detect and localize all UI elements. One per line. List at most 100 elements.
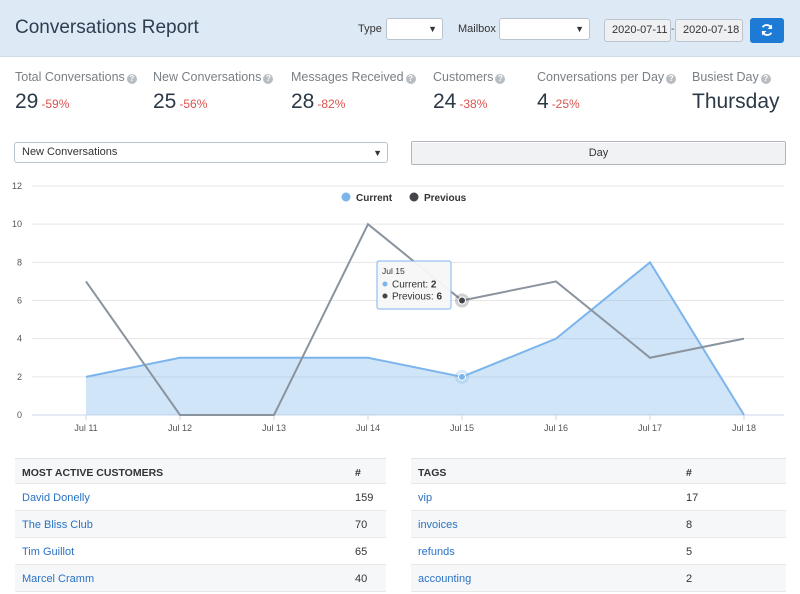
x-tick-label: Jul 15 (450, 423, 474, 433)
help-icon[interactable]: ? (405, 74, 416, 84)
y-tick-label: 0 (17, 410, 22, 420)
period-day-button[interactable]: Day (411, 141, 786, 165)
stat-value: 25 (153, 90, 177, 113)
chevron-down-icon: ▼ (575, 24, 584, 34)
legend-marker (341, 192, 351, 202)
table-row: Tim Guillot 65 (15, 538, 386, 565)
column-header-name: MOST ACTIVE CUSTOMERS (22, 467, 164, 479)
help-icon[interactable]: ? (666, 74, 677, 84)
stat-change: -38% (459, 97, 488, 111)
tooltip-marker (382, 293, 388, 299)
help-icon[interactable]: ? (263, 74, 274, 84)
table-header: TAGS # (411, 458, 786, 484)
help-icon[interactable]: ? (495, 74, 506, 84)
help-icon[interactable]: ? (126, 74, 137, 84)
stat-change: -59% (41, 97, 70, 111)
tooltip-box (376, 260, 452, 310)
tag-link[interactable]: vip (418, 492, 433, 504)
stat-value: Thursday (692, 90, 780, 113)
stat-new-conversations: New Conversations? 25 -56% (153, 70, 274, 113)
series-area-current (86, 262, 744, 415)
stat-value: 29 (15, 90, 39, 113)
most-active-customers-table: MOST ACTIVE CUSTOMERS # David Donelly 15… (15, 458, 386, 592)
stat-label: Conversations per Day (537, 70, 665, 84)
column-header-count: # (355, 467, 361, 479)
page-title: Conversations Report (15, 17, 199, 38)
y-tick-label: 4 (17, 334, 22, 344)
tag-link[interactable]: accounting (418, 573, 472, 585)
x-tick-label: Jul 18 (732, 423, 756, 433)
tag-count: 2 (686, 573, 693, 585)
table-header: MOST ACTIVE CUSTOMERS # (15, 458, 386, 484)
customer-link[interactable]: The Bliss Club (22, 519, 93, 531)
customer-count: 40 (355, 573, 368, 585)
date-separator: - (671, 23, 675, 35)
date-from-input[interactable]: 2020-07-11 (604, 19, 671, 42)
stat-customers: Customers? 24 -38% (433, 70, 506, 113)
column-header-count: # (686, 467, 692, 479)
stat-total-conversations: Total Conversations? 29 -59% (15, 70, 137, 113)
legend-label: Current (356, 193, 393, 204)
chevron-down-icon: ▼ (428, 24, 437, 34)
stat-label: Busiest Day (692, 70, 759, 84)
stat-busiest-day: Busiest Day? Thursday (692, 70, 780, 113)
report-header: Conversations Report Type ▼ Mailbox ▼ 20… (0, 0, 800, 57)
y-tick-label: 6 (17, 296, 22, 306)
series-line-current (85, 260, 745, 416)
customer-link[interactable]: Marcel Cramm (22, 573, 95, 585)
conversations-chart: 0 2 4 6 8 10 12 Jul 11 Jul 12 Jul 13 Jul 14 Jul 15 J… (12, 181, 784, 433)
stat-value: 24 (433, 90, 457, 113)
refresh-button[interactable] (750, 18, 784, 43)
date-to-input[interactable]: 2020-07-18 (675, 19, 743, 42)
stat-change: -56% (179, 97, 208, 111)
tag-link[interactable]: refunds (418, 546, 455, 558)
y-tick-label: 10 (12, 219, 22, 229)
type-label: Type (358, 23, 382, 35)
legend-marker (409, 192, 419, 202)
type-select[interactable]: ▼ (386, 18, 443, 40)
help-icon[interactable]: ? (760, 74, 771, 84)
mailbox-label: Mailbox (458, 23, 496, 35)
stat-value: 4 (537, 90, 549, 113)
table-row: refunds 5 (411, 538, 786, 565)
customer-count: 70 (355, 519, 368, 531)
y-tick-label: 12 (12, 181, 22, 191)
stat-label: Customers (433, 70, 494, 84)
customer-count: 159 (355, 492, 374, 504)
metric-select[interactable]: New Conversations ▼ (14, 142, 388, 163)
tooltip-current: Current: 2 (392, 280, 437, 291)
customer-count: 65 (355, 546, 368, 558)
legend-label: Previous (424, 193, 467, 204)
x-tick-label: Jul 13 (262, 423, 286, 433)
stat-change: -25% (551, 97, 580, 111)
stat-value: 28 (291, 90, 315, 113)
customer-link[interactable]: Tim Guillot (22, 546, 75, 558)
x-tick-label: Jul 16 (544, 423, 568, 433)
mailbox-select[interactable]: ▼ (499, 18, 590, 40)
tooltip-title: Jul 15 (382, 266, 405, 276)
data-point (458, 296, 466, 305)
stat-label: New Conversations (153, 70, 262, 84)
tags-table: TAGS # vip 17 invoices 8 refunds 5 accou… (411, 458, 786, 592)
table-row: accounting 2 (411, 565, 786, 592)
customer-link[interactable]: David Donelly (22, 492, 90, 504)
table-row: David Donelly 159 (15, 484, 386, 511)
metric-select-value: New Conversations (22, 146, 118, 158)
tooltip-marker (382, 281, 388, 287)
table-row: The Bliss Club 70 (15, 511, 386, 538)
table-row: vip 17 (411, 484, 786, 511)
tag-count: 8 (686, 519, 693, 531)
stat-messages-received: Messages Received? 28 -82% (291, 70, 416, 113)
x-tick-label: Jul 11 (74, 423, 97, 433)
stat-label: Messages Received (291, 70, 404, 84)
stat-label: Total Conversations (15, 70, 125, 84)
x-tick-label: Jul 12 (168, 423, 192, 433)
table-row: invoices 8 (411, 511, 786, 538)
tag-link[interactable]: invoices (418, 519, 458, 531)
stat-conversations-per-day: Conversations per Day? 4 -25% (537, 70, 677, 113)
data-point (458, 372, 466, 381)
stat-change: -82% (317, 97, 346, 111)
y-tick-label: 8 (17, 257, 22, 267)
column-header-name: TAGS (418, 467, 447, 479)
x-tick-label: Jul 14 (356, 423, 380, 433)
